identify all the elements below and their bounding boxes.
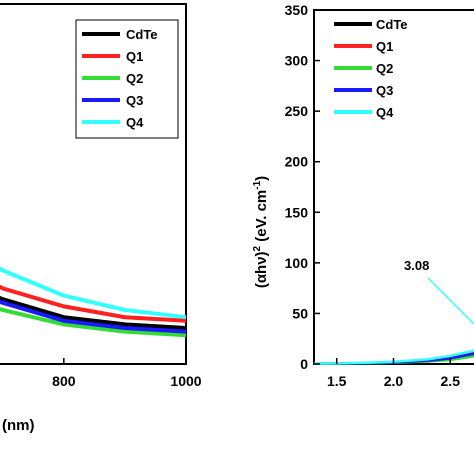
right-y-tick-label: 250 (285, 103, 309, 119)
left-plot-frame (0, 3, 187, 365)
left-series-line-q3 (0, 299, 187, 334)
right-plot-frame (313, 9, 474, 365)
right-x-tick-label: 2.0 (384, 373, 404, 389)
left-series-group (0, 266, 187, 338)
bandgap-annotation: 3.08 (404, 258, 429, 273)
ylabel-sup2: -1 (252, 180, 263, 189)
right-x-tick-label: 1.5 (327, 373, 347, 389)
right-y-tick-label: 0 (300, 356, 308, 372)
right-y-tick-label: 300 (285, 53, 309, 69)
right-y-tick-label: 150 (285, 204, 309, 220)
right-legend-label-q3: Q3 (376, 83, 393, 98)
ylabel-units: (eV. cm (253, 190, 270, 246)
right-legend-label-cdte: CdTe (376, 17, 408, 32)
left-x-ticks: 800 1000 (52, 358, 202, 389)
left-x-axis-title: (nm) (2, 417, 35, 434)
right-y-tick-label: 100 (285, 255, 309, 271)
right-legend-label-q2: Q2 (376, 61, 393, 76)
left-legend-label-cdte: CdTe (126, 27, 158, 42)
right-x-tick-label: 2.5 (441, 373, 461, 389)
right-legend-label-q4: Q4 (376, 105, 394, 120)
left-x-tick-label: 800 (52, 373, 76, 389)
left-legend-label-q1: Q1 (126, 49, 143, 64)
right-legend-label-q1: Q1 (376, 39, 393, 54)
right-series-group (313, 349, 474, 366)
tauc-panel: 0 50 100 150 200 250 300 350 1.5 2.0 2.5 (αhν)2 (… (252, 2, 474, 389)
left-legend-label-q3: Q3 (126, 93, 143, 108)
right-y-ticks: 0 50 100 150 200 250 300 350 (285, 2, 320, 372)
absorbance-panel: 800 1000 (nm) CdTe Q1 Q2 Q3 Q4 (0, 3, 202, 434)
ylabel-close: ) (253, 176, 270, 181)
left-x-tick-label: 1000 (170, 373, 201, 389)
right-y-tick-label: 200 (285, 154, 309, 170)
left-series-line-q2 (0, 306, 187, 338)
left-legend-label-q2: Q2 (126, 71, 143, 86)
left-series-line-q4 (0, 266, 187, 320)
right-series-line-q4 (313, 349, 474, 365)
ylabel-sup1: 2 (252, 245, 263, 251)
right-y-tick-label: 350 (285, 2, 309, 18)
ylabel-main: (αhν) (253, 251, 270, 288)
right-legend: CdTe Q1 Q2 Q3 Q4 (334, 17, 408, 120)
left-legend: CdTe Q1 Q2 Q3 Q4 (75, 19, 179, 139)
left-series-line-cdte (0, 295, 187, 330)
left-series-line-q1 (0, 284, 187, 323)
bandgap-pointer-line (427, 277, 474, 325)
right-y-tick-label: 50 (292, 305, 308, 321)
left-legend-label-q4: Q4 (126, 115, 144, 130)
right-x-ticks: 1.5 2.0 2.5 (327, 358, 460, 389)
right-y-axis-title: (αhν)2 (eV. cm-1) (252, 176, 270, 288)
